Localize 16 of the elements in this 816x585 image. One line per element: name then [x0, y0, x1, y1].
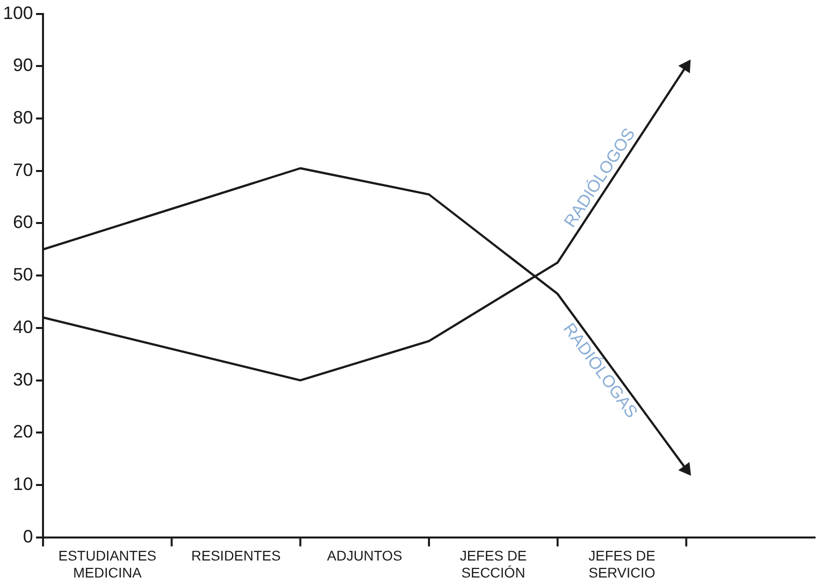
y-tick-label: 50: [13, 264, 34, 285]
y-tick-label: 10: [13, 474, 34, 494]
y-tick-label: 0: [23, 526, 34, 546]
x-tick-label: JEFES DE SERVICIO: [588, 548, 656, 580]
y-tick-label: 70: [13, 160, 34, 180]
y-tick-label: 40: [13, 316, 34, 337]
y-tick-label: 30: [13, 369, 34, 390]
y-tick-label: 20: [13, 422, 34, 442]
y-tick-label: 60: [13, 212, 34, 232]
x-tick-label: RESIDENTES: [191, 548, 281, 564]
y-tick-label: 80: [13, 107, 34, 128]
x-tick-label: ADJUNTOS: [327, 548, 402, 564]
y-tick-label: 90: [13, 55, 34, 76]
x-tick-label: JEFES DE SECCIÓN: [460, 548, 527, 580]
y-tick-label: 100: [2, 2, 34, 23]
x-tick-label: ESTUDIANTES MEDICINA: [58, 548, 156, 580]
